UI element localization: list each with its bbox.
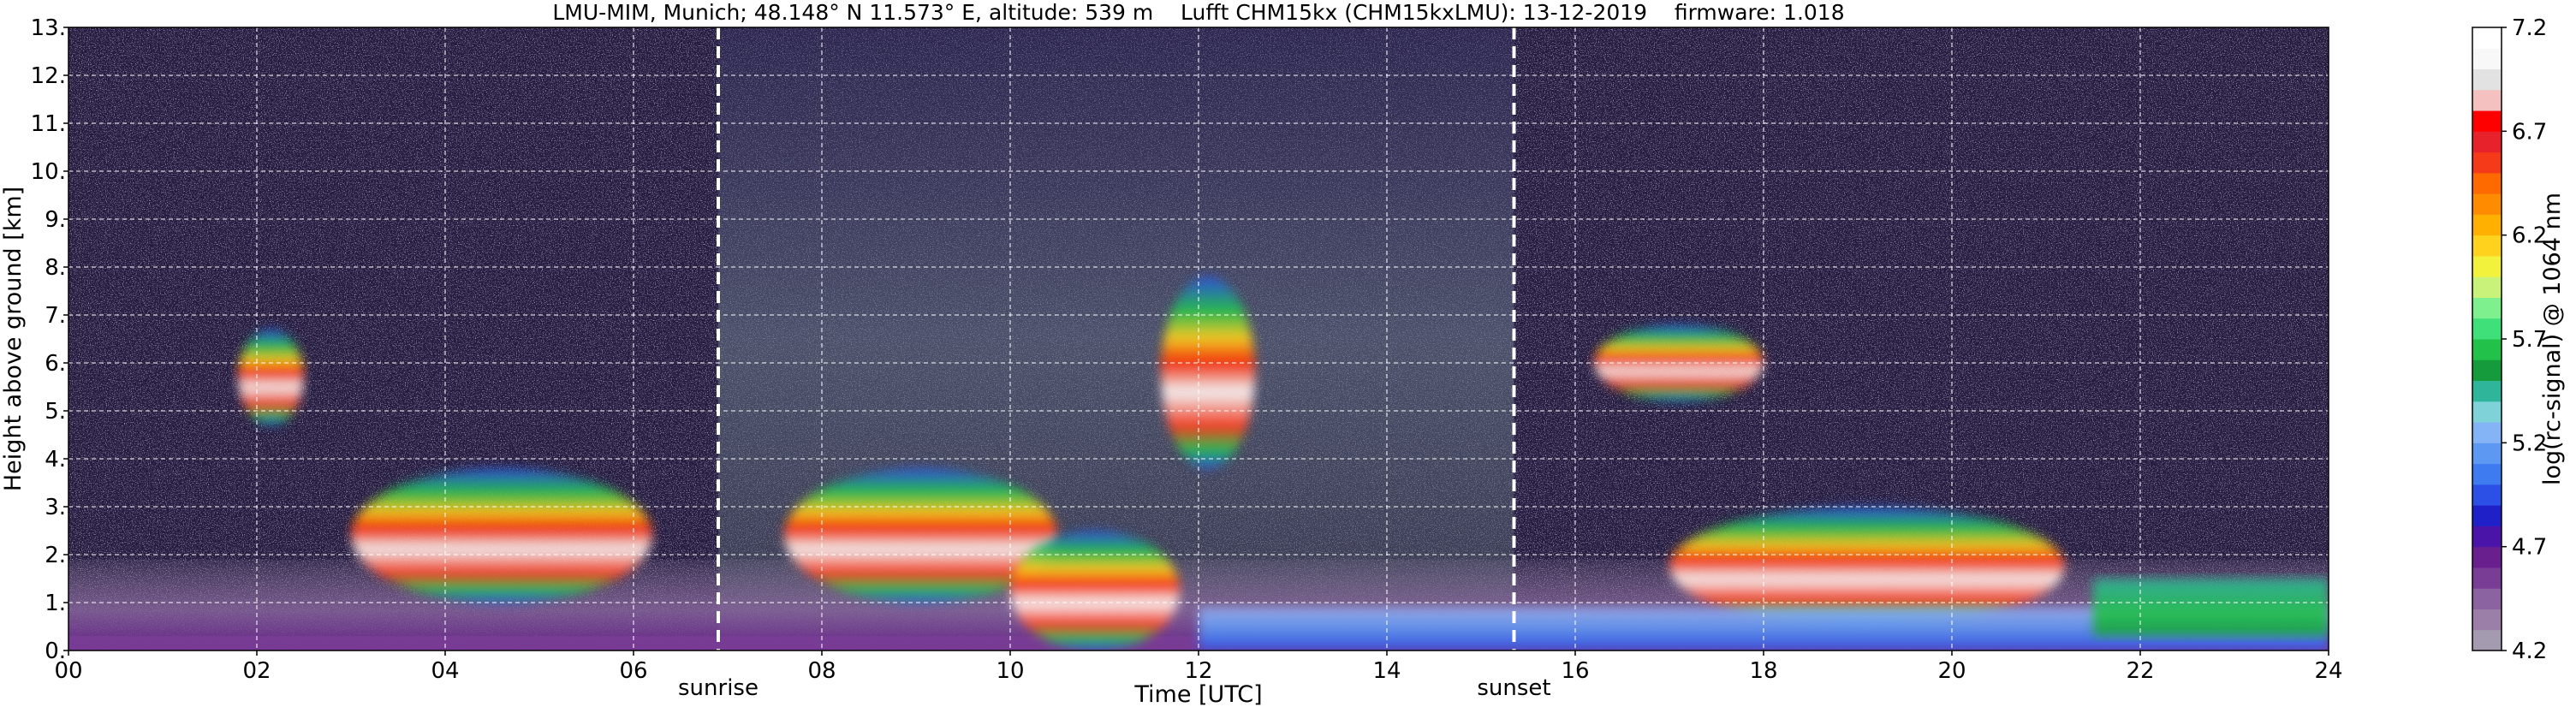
colorbar-swatch bbox=[2472, 131, 2502, 153]
x-tick-label: 08 bbox=[807, 658, 836, 684]
y-tick-label: 3. bbox=[45, 495, 66, 520]
layer-cloud-2 bbox=[351, 468, 652, 603]
y-tick-label: 5. bbox=[45, 399, 66, 425]
y-tick-label: 0. bbox=[45, 639, 66, 664]
colorbar-swatch bbox=[2472, 318, 2502, 340]
x-tick-label: 12 bbox=[1184, 658, 1212, 684]
y-tick-label: 12. bbox=[31, 63, 66, 89]
colorbar-swatch bbox=[2472, 588, 2502, 609]
x-tick-label: 18 bbox=[1749, 658, 1777, 684]
colorbar-swatch bbox=[2472, 380, 2502, 402]
x-tick-label: 02 bbox=[242, 658, 271, 684]
colorbar-swatch bbox=[2472, 443, 2502, 465]
layer-aerosol-layer-10 bbox=[2093, 579, 2329, 637]
colorbar-swatch bbox=[2472, 276, 2502, 298]
y-axis-ticks: 0. 1. 2. 3. 4. 5. 6. 7. 8. 9. 10. 11. 12. 13. bbox=[31, 15, 68, 664]
x-axis-ticks: 00 02 04 06 08 10 12 14 16 18 20 22 24 bbox=[54, 651, 2343, 684]
colorbar: 4.2 4.7 5.2 5.7 6.2 6.7 7.2 bbox=[2472, 15, 2547, 664]
y-axis-label: Height above ground [km] bbox=[0, 187, 27, 491]
layer-cloud-4 bbox=[784, 468, 1057, 603]
x-axis-label: Time [UTC] bbox=[1133, 681, 1262, 707]
colorbar-swatch bbox=[2472, 152, 2502, 174]
grid bbox=[68, 27, 2329, 651]
layer-cloud-3 bbox=[238, 329, 304, 425]
colorbar-swatch bbox=[2472, 89, 2502, 111]
colorbar-swatch bbox=[2472, 68, 2502, 91]
colorbar-swatch bbox=[2472, 546, 2502, 568]
colorbar-tick-label: 6.7 bbox=[2512, 119, 2547, 145]
y-tick-label: 9. bbox=[45, 207, 66, 233]
colorbar-swatch bbox=[2472, 401, 2502, 423]
colorbar-tick-label: 5.7 bbox=[2512, 327, 2547, 353]
y-tick-label: 6. bbox=[45, 351, 66, 377]
colorbar-tick-label: 4.7 bbox=[2512, 535, 2547, 561]
chart-title: LMU-MIM, Munich; 48.148° N 11.573° E, al… bbox=[552, 0, 1844, 25]
colorbar-swatch bbox=[2472, 359, 2502, 382]
y-tick-label: 1. bbox=[45, 591, 66, 616]
sunset-label: sunset bbox=[1477, 675, 1550, 701]
colorbar-swatch bbox=[2472, 629, 2502, 651]
colorbar-swatch bbox=[2472, 193, 2502, 215]
y-tick-label: 7. bbox=[45, 303, 66, 329]
colorbar-swatch bbox=[2472, 172, 2502, 194]
colorbar-swatch bbox=[2472, 255, 2502, 277]
colorbar-tick-label: 6.2 bbox=[2512, 223, 2547, 249]
layer-cloud-6 bbox=[1161, 276, 1255, 469]
x-tick-label: 00 bbox=[54, 658, 82, 684]
y-tick-label: 10. bbox=[31, 159, 66, 185]
colorbar-swatch bbox=[2472, 110, 2502, 132]
colorbar-swatch bbox=[2472, 526, 2502, 548]
sunrise-label: sunrise bbox=[678, 675, 759, 701]
colorbar-swatch bbox=[2472, 214, 2502, 236]
layer-cloud-5 bbox=[1010, 531, 1180, 651]
layer-cloud-8 bbox=[1669, 507, 2065, 627]
colorbar-tick-label: 7.2 bbox=[2512, 15, 2547, 41]
colorbar-swatch bbox=[2472, 339, 2502, 360]
colorbar-swatch bbox=[2472, 609, 2502, 631]
y-tick-label: 2. bbox=[45, 543, 66, 568]
x-tick-label: 22 bbox=[2126, 658, 2154, 684]
colorbar-swatch bbox=[2472, 567, 2502, 589]
x-tick-label: 14 bbox=[1372, 658, 1401, 684]
x-tick-label: 06 bbox=[619, 658, 647, 684]
colorbar-swatch bbox=[2472, 463, 2502, 485]
colorbar-swatch bbox=[2472, 27, 2502, 49]
sun-markers: sunrise sunset bbox=[678, 27, 1551, 701]
x-tick-label: 04 bbox=[431, 658, 459, 684]
colorbar-label: log(rc-signal) @ 1064 nm bbox=[2539, 193, 2566, 485]
x-tick-label: 16 bbox=[1561, 658, 1589, 684]
colorbar-tick-label: 4.2 bbox=[2512, 639, 2547, 664]
y-tick-label: 8. bbox=[45, 255, 66, 281]
colorbar-swatch bbox=[2472, 235, 2502, 257]
x-tick-label: 24 bbox=[2314, 658, 2342, 684]
y-tick-label: 13. bbox=[31, 15, 66, 41]
colorbar-swatch bbox=[2472, 505, 2502, 526]
colorbar-swatch bbox=[2472, 422, 2502, 443]
colorbar-swatch bbox=[2472, 484, 2502, 506]
colorbar-tick-label: 5.2 bbox=[2512, 431, 2547, 456]
y-tick-label: 11. bbox=[31, 111, 66, 137]
y-tick-label: 4. bbox=[45, 447, 66, 472]
colorbar-swatch bbox=[2472, 297, 2502, 319]
colorbar-swatch bbox=[2472, 48, 2502, 70]
x-tick-label: 20 bbox=[1937, 658, 1966, 684]
x-tick-label: 10 bbox=[996, 658, 1024, 684]
